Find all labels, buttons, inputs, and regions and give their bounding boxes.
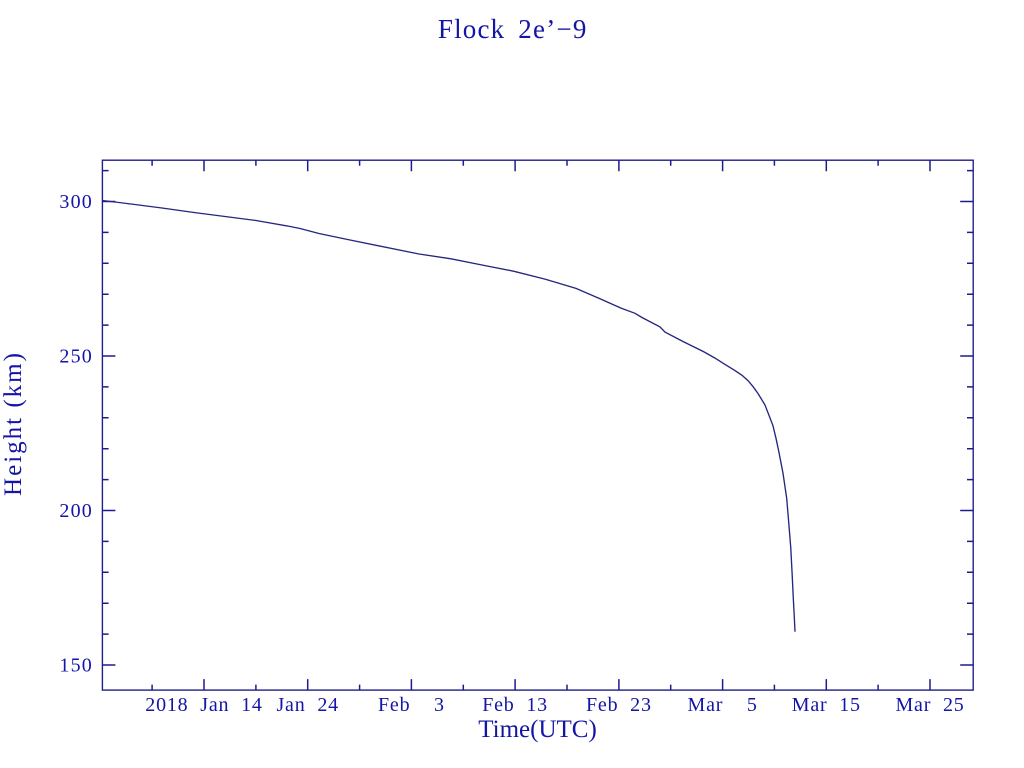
svg-text:150: 150 bbox=[59, 655, 93, 677]
svg-text:Feb 3: Feb 3 bbox=[378, 694, 445, 716]
svg-text:2018 Jan 14: 2018 Jan 14 bbox=[145, 694, 262, 716]
svg-text:Jan 24: Jan 24 bbox=[276, 694, 338, 716]
svg-text:Flock 2e’−9: Flock 2e’−9 bbox=[438, 14, 588, 44]
svg-text:Feb 23: Feb 23 bbox=[586, 694, 652, 716]
svg-text:Feb 13: Feb 13 bbox=[482, 694, 548, 716]
svg-text:200: 200 bbox=[59, 500, 93, 522]
svg-text:Mar 15: Mar 15 bbox=[792, 694, 861, 716]
svg-text:250: 250 bbox=[59, 346, 93, 368]
svg-text:300: 300 bbox=[59, 191, 93, 213]
svg-text:Mar 5: Mar 5 bbox=[688, 694, 758, 716]
svg-text:Time(UTC): Time(UTC) bbox=[478, 716, 597, 743]
svg-text:Mar 25: Mar 25 bbox=[895, 694, 964, 716]
svg-text:Height (km): Height (km) bbox=[0, 351, 27, 496]
